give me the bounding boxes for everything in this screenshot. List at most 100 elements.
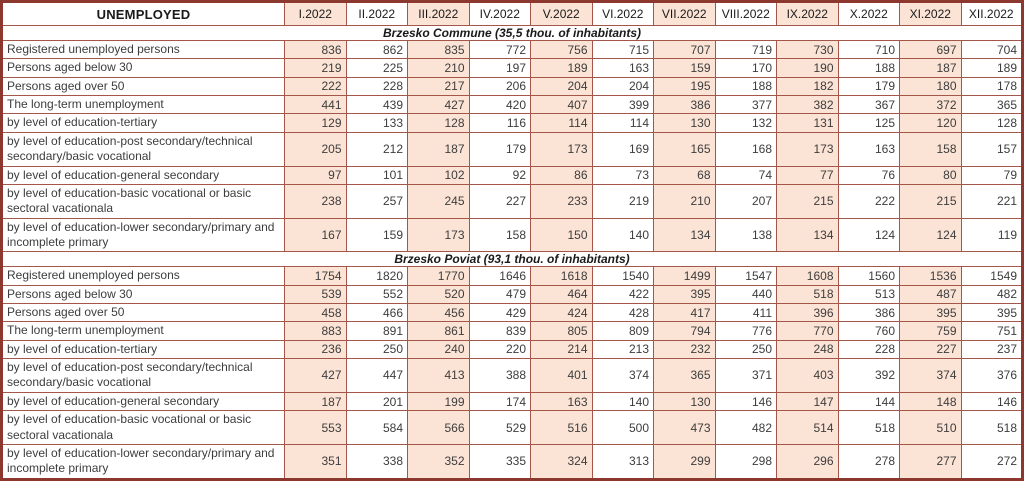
value-cell: 372	[899, 95, 962, 115]
value-cell: 553	[284, 410, 347, 445]
value-cell: 1499	[653, 266, 716, 286]
value-cell: 710	[837, 39, 900, 60]
value-cell: 386	[653, 95, 716, 115]
value-cell: 417	[653, 303, 716, 323]
value-cell: 756	[530, 39, 593, 60]
value-cell: 456	[407, 303, 470, 323]
value-cell: 77	[776, 165, 839, 185]
value-cell: 413	[407, 358, 470, 393]
header-row: UNEMPLOYED I.2022 II.2022 III.2022 IV.2022 V…	[1, 1, 1023, 26]
column-header-month: V.2022	[530, 1, 593, 26]
value-cell: 552	[345, 284, 408, 305]
value-cell: 539	[284, 284, 347, 305]
value-cell: 92	[468, 165, 531, 185]
value-cell: 1754	[284, 266, 347, 286]
value-cell: 466	[345, 303, 408, 323]
value-cell: 222	[284, 76, 347, 97]
value-cell: 128	[960, 113, 1023, 133]
value-cell: 189	[960, 58, 1023, 78]
value-cell: 180	[899, 76, 962, 97]
value-cell: 178	[960, 76, 1023, 97]
row-label: by level of education-tertiary	[1, 339, 285, 360]
column-header-month: XII.2022	[960, 1, 1023, 26]
value-cell: 1549	[960, 266, 1023, 286]
value-cell: 516	[530, 410, 593, 445]
value-cell: 159	[345, 217, 408, 253]
value-cell: 250	[345, 339, 408, 360]
value-cell: 237	[960, 339, 1023, 360]
value-cell: 464	[530, 284, 593, 305]
table-row: by level of education-post secondary/tec…	[1, 131, 1023, 167]
row-label: Registered unemployed persons	[1, 39, 285, 60]
value-cell: 148	[899, 391, 962, 412]
value-cell: 707	[653, 39, 716, 60]
value-cell: 238	[284, 183, 347, 219]
row-label: The long-term unemployment	[1, 95, 285, 115]
value-cell: 250	[714, 339, 777, 360]
value-cell: 441	[284, 95, 347, 115]
value-cell: 197	[468, 58, 531, 78]
value-cell: 395	[899, 303, 962, 323]
value-cell: 730	[776, 39, 839, 60]
value-cell: 584	[345, 410, 408, 445]
value-cell: 500	[591, 410, 654, 445]
table-title: UNEMPLOYED	[1, 1, 285, 26]
value-cell: 296	[776, 443, 839, 480]
value-cell: 195	[653, 76, 716, 97]
value-cell: 447	[345, 358, 408, 393]
value-cell: 129	[284, 113, 347, 133]
value-cell: 420	[468, 95, 531, 115]
value-cell: 128	[407, 113, 470, 133]
value-cell: 204	[530, 76, 593, 97]
value-cell: 187	[284, 391, 347, 412]
table-row: Registered unemployed persons 1754 1820 177…	[1, 266, 1023, 286]
value-cell: 529	[468, 410, 531, 445]
section-title: Brzesko Commune (35,5 thou. of inhabitan…	[1, 25, 1023, 41]
value-cell: 374	[591, 358, 654, 393]
value-cell: 382	[776, 95, 839, 115]
value-cell: 140	[591, 217, 654, 253]
table-body: Brzesko Commune (35,5 thou. of inhabitan…	[1, 25, 1023, 480]
value-cell: 422	[591, 284, 654, 305]
row-label: by level of education-basic vocational o…	[1, 410, 285, 445]
value-cell: 759	[899, 321, 962, 341]
value-cell: 173	[530, 131, 593, 167]
column-header-month: XI.2022	[899, 1, 962, 26]
column-header-month: VI.2022	[591, 1, 654, 26]
value-cell: 518	[837, 410, 900, 445]
value-cell: 277	[899, 443, 962, 480]
row-label: Registered unemployed persons	[1, 266, 285, 286]
value-cell: 165	[653, 131, 716, 167]
value-cell: 130	[653, 391, 716, 412]
row-label: by level of education-lower secondary/pr…	[1, 443, 285, 480]
value-cell: 173	[407, 217, 470, 253]
value-cell: 407	[530, 95, 593, 115]
value-cell: 805	[530, 321, 593, 341]
table-row: by level of education-basic vocational o…	[1, 183, 1023, 219]
value-cell: 809	[591, 321, 654, 341]
value-cell: 1618	[530, 266, 593, 286]
value-cell: 1540	[591, 266, 654, 286]
row-label: Persons aged over 50	[1, 303, 285, 323]
column-header-month: IV.2022	[468, 1, 531, 26]
value-cell: 146	[714, 391, 777, 412]
value-cell: 228	[837, 339, 900, 360]
value-cell: 374	[899, 358, 962, 393]
value-cell: 861	[407, 321, 470, 341]
value-cell: 80	[899, 165, 962, 185]
value-cell: 215	[899, 183, 962, 219]
value-cell: 134	[776, 217, 839, 253]
value-cell: 199	[407, 391, 470, 412]
value-cell: 215	[776, 183, 839, 219]
value-cell: 130	[653, 113, 716, 133]
column-header-month: III.2022	[407, 1, 470, 26]
value-cell: 232	[653, 339, 716, 360]
value-cell: 440	[714, 284, 777, 305]
column-header-month: II.2022	[345, 1, 408, 26]
value-cell: 132	[714, 113, 777, 133]
value-cell: 79	[960, 165, 1023, 185]
value-cell: 102	[407, 165, 470, 185]
value-cell: 473	[653, 410, 716, 445]
value-cell: 482	[714, 410, 777, 445]
value-cell: 114	[530, 113, 593, 133]
